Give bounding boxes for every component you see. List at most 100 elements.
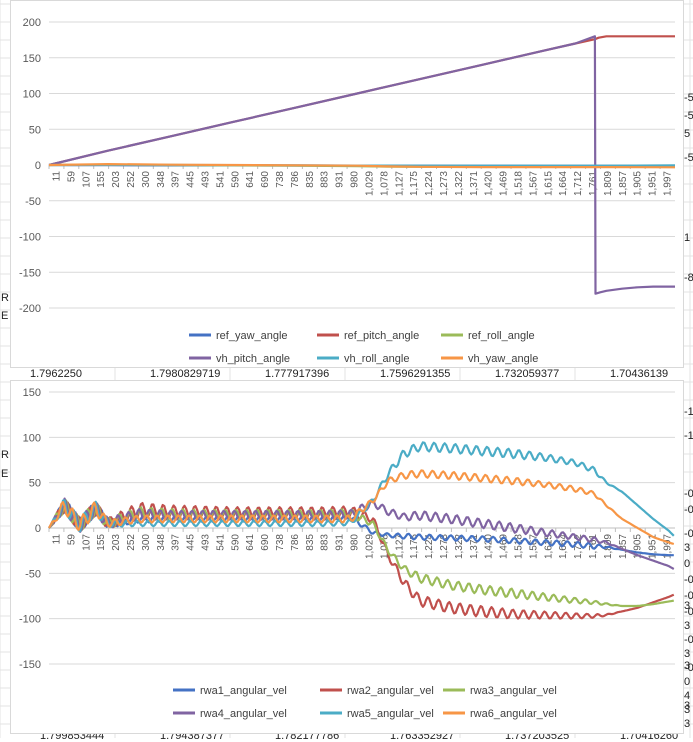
y-tick-label: -50	[25, 568, 41, 580]
legend-label: rwa2_angular_vel	[347, 685, 434, 697]
series-line-ref_pitch_angle[interactable]	[48, 35, 675, 167]
x-tick-label: 1,371	[469, 534, 480, 559]
x-tick-label: 883	[320, 171, 331, 188]
sheet-cell: R	[1, 292, 9, 304]
x-tick-label: 203	[111, 534, 122, 551]
sheet-cell: -0	[684, 634, 693, 646]
x-tick-label: 1,029	[364, 171, 375, 196]
x-tick-label: 1,567	[528, 171, 539, 196]
x-tick-label: 835	[305, 171, 316, 188]
x-tick-label: 738	[275, 534, 286, 551]
x-tick-label: 1,905	[633, 534, 644, 559]
sheet-cell: 1.7980829719	[150, 368, 221, 380]
y-tick-label: -100	[19, 614, 41, 626]
x-tick-label: 1,322	[454, 534, 465, 559]
x-tick-label: 445	[186, 534, 197, 551]
x-tick-label: 1,175	[409, 171, 420, 196]
sheet-cell: -0	[684, 590, 693, 602]
legend-label: ref_yaw_angle	[216, 330, 288, 342]
legend-label: rwa1_angular_vel	[200, 685, 287, 697]
x-tick-label: 11	[51, 534, 62, 545]
sheet-cell: 3	[684, 620, 691, 632]
legend-label: vh_yaw_angle	[468, 353, 538, 365]
x-tick-label: 1,224	[424, 171, 435, 196]
x-tick-label: 348	[156, 534, 167, 551]
sheet-cell: -0	[684, 488, 693, 500]
x-tick-label: 1,951	[648, 534, 659, 559]
x-tick-label: 1,469	[499, 171, 510, 196]
legend-label: vh_pitch_angle	[216, 353, 290, 365]
series-line-vh_pitch_angle[interactable]	[48, 35, 675, 295]
sheet-cell: 1.7596291355	[380, 368, 451, 380]
sheet-cell: -0	[684, 528, 693, 540]
x-tick-label: 59	[66, 534, 77, 546]
sheet-cell: 3	[684, 600, 691, 612]
sheet-cell: E	[1, 310, 9, 322]
reaction-wheel-velocity-chart-svg: 150 100 50 0 -50 -100 -150 11 59 107 155 203 252 300 3…	[19, 387, 675, 720]
y-tick-label: 50	[29, 124, 41, 136]
y-tick-label: -200	[19, 303, 41, 315]
sheet-cell: -0	[684, 574, 693, 586]
sheet-cell: 1.70436139	[610, 368, 669, 380]
x-tick-label: 1,615	[543, 171, 554, 196]
sheet-cell: -1	[684, 406, 693, 418]
y-tick-label: 150	[23, 53, 41, 65]
legend-label: ref_pitch_angle	[344, 330, 419, 342]
sheet-cell: 1.777917396	[265, 368, 330, 380]
y-tick-label: 150	[23, 387, 41, 399]
x-tick-label: 931	[335, 534, 346, 551]
x-tick-label: 445	[186, 171, 197, 188]
x-tick-label: 641	[245, 534, 256, 551]
sheet-cell: 3	[684, 718, 691, 730]
y-tick-label: 50	[29, 478, 41, 490]
x-tick-label: 1,857	[618, 534, 629, 559]
x-tick-label: 541	[215, 534, 226, 551]
x-tick-label: 590	[230, 534, 241, 551]
x-tick-label: 1,809	[603, 171, 614, 196]
x-tick-label: 300	[141, 534, 152, 551]
series-line-vh_yaw_angle[interactable]	[48, 163, 676, 169]
x-tick-label: 1,273	[439, 534, 450, 559]
attitude-angle-chart[interactable]: 200 150 100 50 0 -50 -100 -150 -200 11 59 107 155 203…	[10, 0, 684, 368]
sheet-cell: 1.7962250	[30, 368, 82, 380]
x-tick-label: 1,997	[663, 171, 674, 196]
x-tick-label: 786	[290, 534, 301, 551]
series-line-rwa6_angular_vel[interactable]	[48, 469, 675, 546]
x-tick-label: 1,322	[454, 171, 465, 196]
x-tick-label: 590	[230, 171, 241, 188]
x-tick-label: 980	[350, 534, 361, 551]
y-tick-label: -150	[19, 267, 41, 279]
sheet-cell: -0	[684, 606, 693, 618]
sheet-cell: R	[1, 449, 9, 461]
x-tick-label: 397	[171, 534, 182, 551]
x-tick-label: 1,371	[469, 171, 480, 196]
x-tick-label: 1,997	[663, 534, 674, 559]
sheet-cell: 3	[684, 648, 691, 660]
x-tick-label: 1,420	[484, 171, 495, 196]
sheet-cell: -0	[684, 662, 693, 674]
x-tick-label: 1,518	[514, 171, 525, 196]
x-tick-label: 348	[156, 171, 167, 188]
x-tick-label: 1,615	[543, 534, 554, 559]
x-tick-label: 300	[141, 171, 152, 188]
x-tick-label: 883	[320, 534, 331, 551]
series-line-rwa4_angular_vel[interactable]	[48, 497, 675, 570]
x-tick-label: 1,905	[633, 171, 644, 196]
x-tick-label: 107	[81, 534, 92, 551]
reaction-wheel-velocity-chart[interactable]: 150 100 50 0 -50 -100 -150 11 59 107 155 203 252 300 3…	[10, 380, 684, 734]
y-tick-label: 0	[35, 523, 41, 535]
x-tick-label: 1,761	[588, 534, 599, 559]
x-tick-label: 59	[66, 171, 77, 183]
x-tick-label: 1,951	[648, 171, 659, 196]
x-tick-label: 493	[201, 171, 212, 188]
x-tick-label: 1,469	[499, 534, 510, 559]
series-line-rwa3_angular_vel[interactable]	[48, 499, 674, 608]
sheet-cell: 3	[684, 542, 691, 554]
legend-label: vh_roll_angle	[344, 353, 409, 365]
x-tick-label: 107	[81, 171, 92, 188]
x-tick-label: 1,224	[424, 534, 435, 559]
sheet-cell: -5	[684, 92, 693, 104]
sheet-cell: 1	[684, 232, 691, 244]
x-tick-label: 1,078	[379, 171, 390, 196]
x-tick-label: 738	[275, 171, 286, 188]
